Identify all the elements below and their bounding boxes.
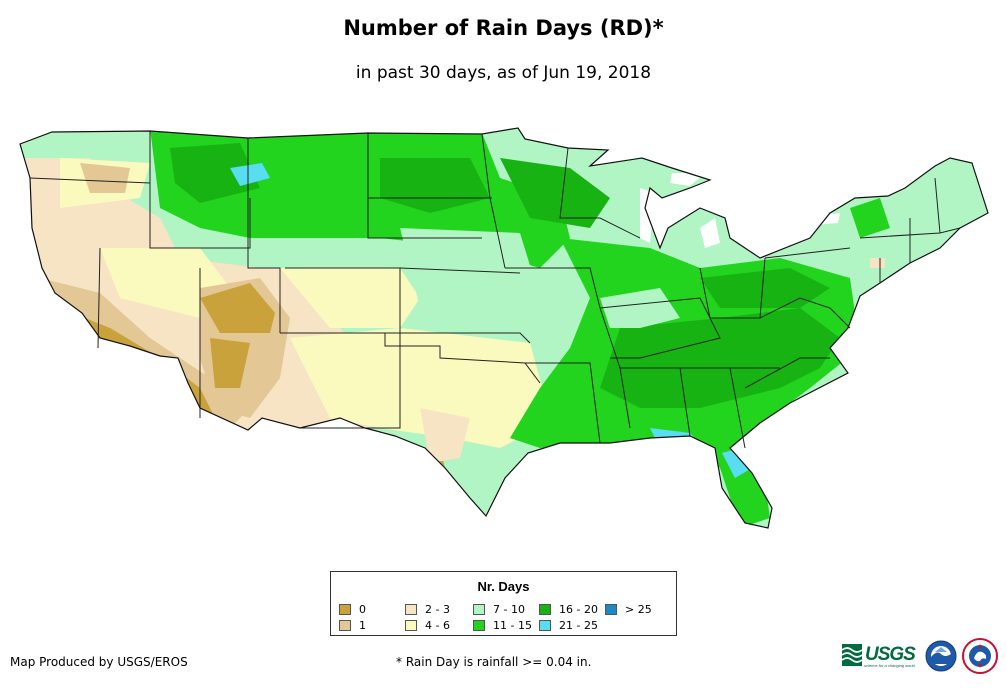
legend-label: 16 - 20 [559,602,598,616]
noaa-logo [925,640,957,672]
legend-swatch [405,619,417,631]
rain-days-map [19,127,989,529]
legend-title: Nr. Days [477,579,530,594]
legend-item: 16 - 20 [539,602,598,616]
legend-swatch [539,619,551,631]
legend-label: 7 - 10 [493,602,525,616]
legend-item: 11 - 15 [473,618,532,632]
legend-item: 0 [339,602,366,616]
map-credit: Map Produced by USGS/EROS [10,655,188,669]
legend-item: > 25 [605,602,652,616]
legend-item: 7 - 10 [473,602,525,616]
usgs-tagline: science for a changing world [864,663,915,668]
legend-swatch [339,603,351,615]
legend-swatch [473,603,485,615]
legend-item: 1 [339,618,366,632]
legend-label: 21 - 25 [559,618,598,632]
legend-label: 0 [359,602,366,616]
usgs-wordmark: USGS [865,644,916,665]
legend-item: 4 - 6 [405,618,450,632]
legend-swatch [473,619,485,631]
legend-label: > 25 [625,602,652,616]
legend-label: 1 [359,618,366,632]
usgs-logo: USGS science for a changing world [842,640,918,670]
legend-label: 2 - 3 [425,602,450,616]
map-title: Number of Rain Days (RD)* [343,16,664,40]
usgs-wave-icon [842,644,862,666]
legend-item: 2 - 3 [405,602,450,616]
legend-item: 21 - 25 [539,618,598,632]
legend-swatch [539,603,551,615]
legend-label: 4 - 6 [425,618,450,632]
rain-day-footnote: * Rain Day is rainfall >= 0.04 in. [396,655,592,669]
state-boundaries [29,131,961,449]
map-subtitle: in past 30 days, as of Jun 19, 2018 [355,63,652,83]
legend-swatch [339,619,351,631]
nws-logo [962,638,998,674]
legend-swatch [405,603,417,615]
legend-swatch [605,603,617,615]
legend-label: 11 - 15 [493,618,532,632]
map-legend: Nr. Days 0 1 2 - 3 4 - 6 7 - 10 11 - 15 … [330,571,677,636]
